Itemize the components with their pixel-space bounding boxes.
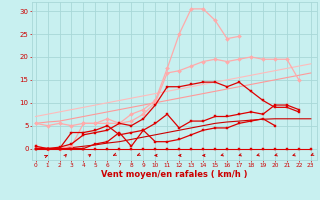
X-axis label: Vent moyen/en rafales ( km/h ): Vent moyen/en rafales ( km/h ) (101, 170, 248, 179)
